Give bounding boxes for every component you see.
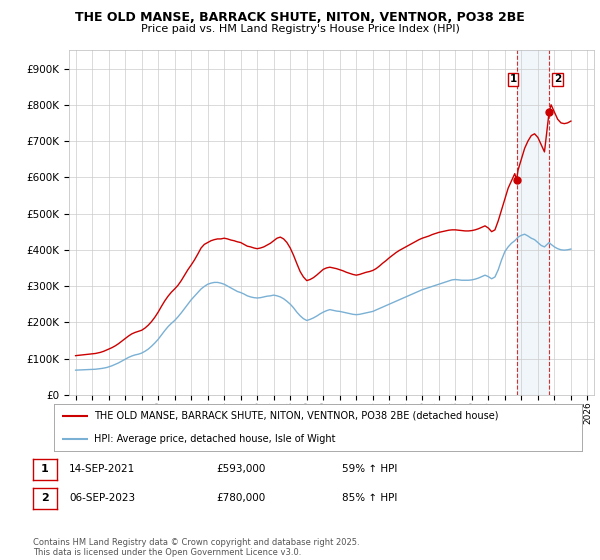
Text: Contains HM Land Registry data © Crown copyright and database right 2025.
This d: Contains HM Land Registry data © Crown c… — [33, 538, 359, 557]
Text: HPI: Average price, detached house, Isle of Wight: HPI: Average price, detached house, Isle… — [94, 434, 335, 444]
Text: £780,000: £780,000 — [216, 493, 265, 503]
Text: 06-SEP-2023: 06-SEP-2023 — [69, 493, 135, 503]
Text: 59% ↑ HPI: 59% ↑ HPI — [342, 464, 397, 474]
Text: Price paid vs. HM Land Registry's House Price Index (HPI): Price paid vs. HM Land Registry's House … — [140, 24, 460, 34]
Text: 1: 1 — [41, 464, 49, 474]
Text: THE OLD MANSE, BARRACK SHUTE, NITON, VENTNOR, PO38 2BE (detached house): THE OLD MANSE, BARRACK SHUTE, NITON, VEN… — [94, 411, 498, 421]
Text: £593,000: £593,000 — [216, 464, 265, 474]
Text: 2: 2 — [554, 74, 561, 85]
Text: 2: 2 — [41, 493, 49, 503]
Text: 85% ↑ HPI: 85% ↑ HPI — [342, 493, 397, 503]
Bar — [517, 50, 549, 395]
Text: 1: 1 — [509, 74, 517, 85]
Text: 14-SEP-2021: 14-SEP-2021 — [69, 464, 135, 474]
Text: THE OLD MANSE, BARRACK SHUTE, NITON, VENTNOR, PO38 2BE: THE OLD MANSE, BARRACK SHUTE, NITON, VEN… — [75, 11, 525, 24]
